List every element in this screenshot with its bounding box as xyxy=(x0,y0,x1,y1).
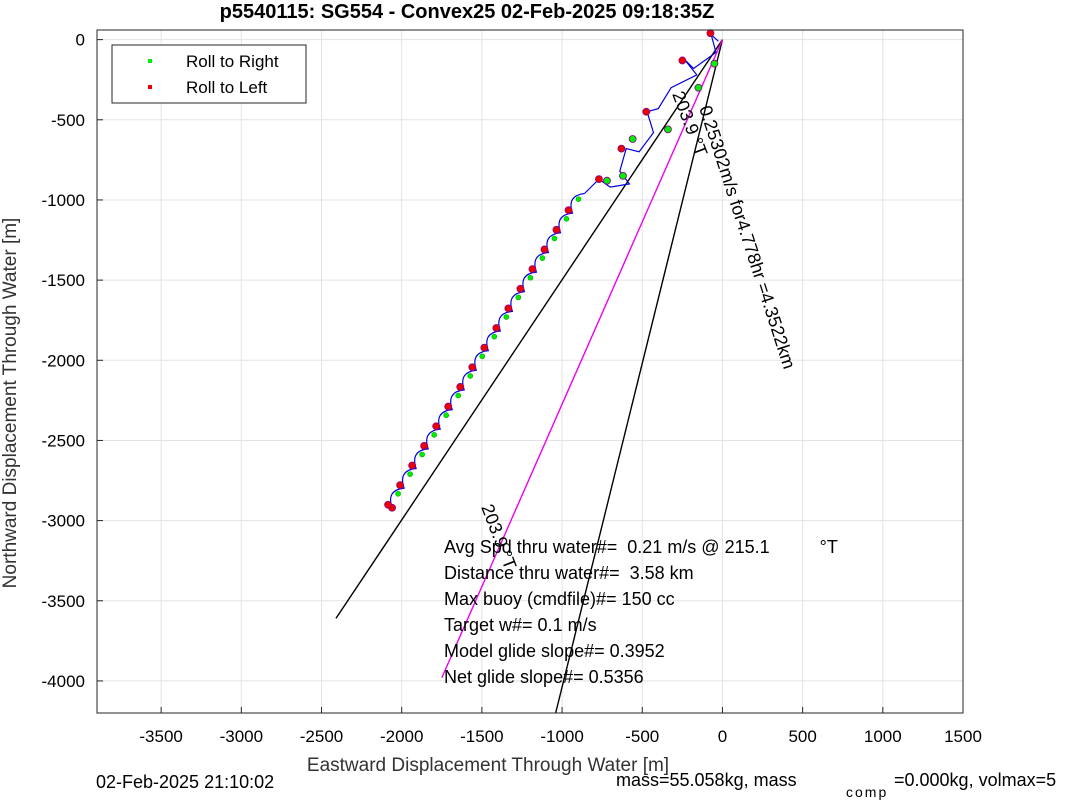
roll-to-right-point xyxy=(664,125,672,134)
roll-to-right-point xyxy=(628,135,637,143)
roll-to-left-point xyxy=(617,144,626,153)
roll-to-left-point xyxy=(595,175,603,184)
heading-line xyxy=(335,39,724,619)
x-tick-label: -1500 xyxy=(460,727,503,746)
roll-to-left-point xyxy=(492,324,501,332)
roll-to-right-point xyxy=(407,471,413,477)
roll-to-left-point xyxy=(408,461,417,470)
x-tick-label: -2500 xyxy=(300,727,343,746)
roll-to-left-point xyxy=(432,422,441,431)
roll-to-right-point xyxy=(479,353,486,360)
right-line xyxy=(554,39,724,714)
roll-to-left-point xyxy=(396,481,405,490)
legend-label-right: Roll to Right xyxy=(186,52,279,71)
stat-distance: Distance thru water#= 3.58 km xyxy=(444,563,694,583)
legend-marker-right xyxy=(148,59,152,63)
roll-to-left-point xyxy=(528,265,537,273)
roll-to-left-point xyxy=(480,343,489,352)
stat-target-w: Target w#= 0.1 m/s xyxy=(444,615,597,635)
stats-block: Avg Spd thru water#= 0.21 m/s @ 215.1 °T… xyxy=(444,537,838,687)
y-tick-label: 0 xyxy=(76,31,85,50)
roll-to-right-point xyxy=(395,490,401,497)
x-tick-label: -2000 xyxy=(380,727,423,746)
x-tick-label: 500 xyxy=(788,727,816,746)
roll-to-right-point xyxy=(575,196,582,202)
x-axis-label: Eastward Displacement Through Water [m] xyxy=(307,755,669,776)
y-axis-ticks: 0 -500 -1000 -1500 -2000 -2500 -3000 -3500 -4000 xyxy=(42,31,103,691)
roll-to-right-point xyxy=(431,432,437,438)
roll-to-right-point xyxy=(710,59,719,68)
plot-area xyxy=(97,30,963,713)
stat-model-glide: Model glide slope#= 0.3952 xyxy=(444,641,665,661)
y-tick-label: -3000 xyxy=(42,512,85,531)
roll-to-left-point xyxy=(552,225,561,234)
dive-track-tail xyxy=(390,192,585,508)
x-tick-label: -3000 xyxy=(220,727,263,746)
x-tick-label: -1000 xyxy=(540,727,583,746)
roll-to-left-point xyxy=(504,304,513,313)
roll-to-right-point xyxy=(455,392,462,399)
roll-to-left-point xyxy=(706,29,715,38)
chart-title: p5540115: SG554 - Convex25 02-Feb-2025 0… xyxy=(220,1,715,23)
roll-to-left-point xyxy=(564,206,573,215)
x-tick-label: 1500 xyxy=(944,727,982,746)
current-line xyxy=(441,39,724,679)
roll-to-right-point xyxy=(603,176,611,185)
roll-to-right-point xyxy=(563,216,570,222)
roll-to-left-point xyxy=(468,363,477,372)
legend-label-left: Roll to Left xyxy=(186,78,268,97)
roll-to-right-point xyxy=(619,171,627,180)
legend-marker-left xyxy=(148,85,152,89)
roll-to-left-point xyxy=(384,500,392,509)
stat-max-buoy: Max buoy (cmdfile)#= 150 cc xyxy=(444,589,675,609)
roll-to-right-point xyxy=(467,373,474,379)
y-axis-label: Northward Displacement Through Water [m] xyxy=(0,218,21,589)
x-axis-ticks: -3500 -3000 -2500 -2000 -1500 -1000 -500 0 500 10… xyxy=(139,707,982,746)
y-tick-label: -4000 xyxy=(42,672,85,691)
roll-to-left-point xyxy=(420,441,429,450)
y-tick-label: -1500 xyxy=(42,271,85,290)
y-tick-label: -1000 xyxy=(42,191,85,210)
legend: Roll to Right Roll to Left xyxy=(111,44,307,104)
roll-to-right-point xyxy=(694,83,703,92)
roll-to-left-point xyxy=(456,383,465,391)
legend-box xyxy=(111,44,307,104)
x-tick-label: 0 xyxy=(718,727,727,746)
roll-to-right-point xyxy=(515,294,522,301)
y-tick-label: -500 xyxy=(51,111,85,130)
y-tick-label: -2500 xyxy=(42,431,85,450)
x-tick-label: 1000 xyxy=(864,727,902,746)
x-tick-label: -500 xyxy=(625,727,659,746)
roll-to-right-point xyxy=(503,314,510,320)
roll-to-right-point xyxy=(551,235,558,242)
roll-to-left-point xyxy=(540,245,549,254)
y-tick-label: -2000 xyxy=(42,351,85,370)
stat-net-glide: Net glide slope#= 0.5356 xyxy=(444,667,644,687)
footer-mass-subscript: comp xyxy=(846,784,888,800)
roll-markers xyxy=(384,29,719,512)
roll-to-left-point xyxy=(678,56,687,65)
plot-frame xyxy=(96,29,964,714)
y-tick-label: -3500 xyxy=(42,592,85,611)
roll-to-left-point xyxy=(516,284,525,293)
roll-to-right-point xyxy=(539,255,546,261)
roll-to-left-point xyxy=(642,107,651,116)
roll-to-right-point xyxy=(527,274,534,281)
stat-avg-speed: Avg Spd thru water#= 0.21 m/s @ 215.1 °T xyxy=(444,537,838,557)
roll-to-left-point xyxy=(444,402,453,411)
footer-timestamp: 02-Feb-2025 21:10:02 xyxy=(96,772,274,792)
roll-to-right-point xyxy=(419,451,425,458)
x-tick-label: -3500 xyxy=(139,727,182,746)
roll-to-right-point xyxy=(491,333,498,340)
footer-mass: mass=55.058kg, mass xyxy=(616,770,797,790)
roll-to-right-point xyxy=(443,412,449,419)
reference-lines xyxy=(335,39,724,714)
footer-volmax: =0.000kg, volmax=5 xyxy=(894,770,1056,790)
